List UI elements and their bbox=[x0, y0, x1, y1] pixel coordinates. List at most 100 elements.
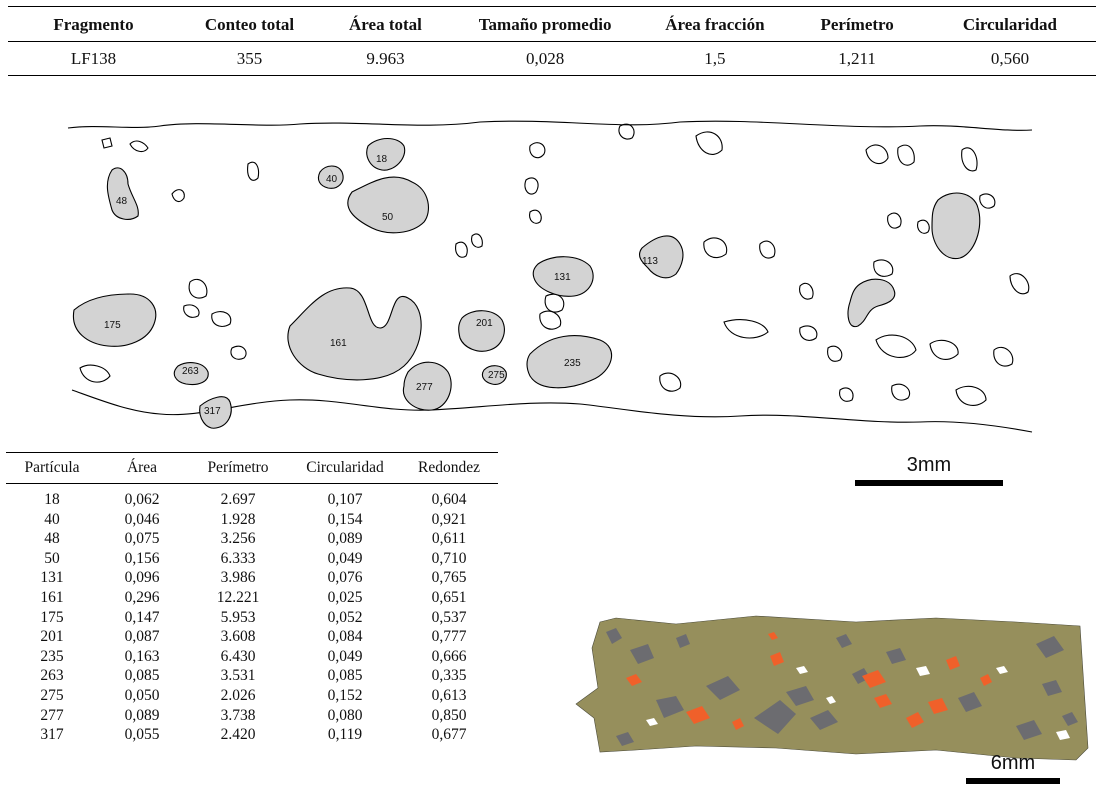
particle-cell: 131 bbox=[40, 569, 64, 587]
particle-cell: 0,611 bbox=[431, 530, 467, 548]
particle-row: 18 0,062 2.697 0,107 0,604 bbox=[6, 484, 498, 510]
particle-outline bbox=[230, 345, 247, 360]
particle-cell: 3.608 bbox=[220, 628, 256, 646]
particle-cell: 0,651 bbox=[431, 588, 467, 606]
summary-cell: 0,028 bbox=[450, 41, 640, 76]
particle-outline bbox=[723, 319, 769, 339]
particle-cell: 0,075 bbox=[124, 530, 160, 548]
particle-outline bbox=[917, 219, 930, 234]
grey-inclusion bbox=[836, 634, 852, 648]
grey-inclusion bbox=[706, 676, 740, 700]
particle-cell: 0,147 bbox=[124, 608, 160, 626]
orange-inclusion bbox=[626, 674, 642, 686]
particle-275 bbox=[481, 365, 507, 385]
particle-outline bbox=[101, 137, 113, 149]
particle-row: 317 0,055 2.420 0,119 0,677 bbox=[6, 725, 498, 745]
orange-inclusion bbox=[946, 656, 960, 670]
particle-outline bbox=[455, 241, 468, 258]
particle-outline bbox=[929, 339, 959, 360]
grey-inclusion bbox=[630, 644, 654, 664]
particle-outline bbox=[703, 237, 728, 259]
particle-cell: 0,052 bbox=[327, 608, 363, 626]
particle-cell: 0,049 bbox=[327, 549, 363, 567]
particle-outline bbox=[539, 310, 562, 330]
particle-cell: 0,087 bbox=[124, 628, 160, 646]
scale-bar-line bbox=[966, 778, 1060, 784]
particle-outline bbox=[524, 177, 539, 195]
particle-cell: 3.531 bbox=[220, 667, 256, 685]
particle-outline-filled bbox=[931, 192, 981, 260]
particle-row: 201 0,087 3.608 0,084 0,777 bbox=[6, 627, 498, 647]
particle-cell: 0,850 bbox=[431, 706, 467, 724]
scale-bar-line bbox=[855, 480, 1003, 486]
particle-cell: 2.697 bbox=[220, 491, 256, 508]
particle-263 bbox=[173, 362, 209, 386]
particle-48 bbox=[106, 167, 139, 220]
particle-label: 113 bbox=[642, 256, 658, 267]
particle-label: 317 bbox=[204, 406, 221, 417]
particle-113 bbox=[639, 235, 684, 279]
scale-bar-6mm: 6mm bbox=[966, 752, 1060, 784]
void bbox=[796, 666, 808, 674]
particle-outline bbox=[887, 212, 902, 229]
grey-inclusion bbox=[786, 686, 814, 706]
summary-header: Perímetro bbox=[790, 6, 924, 42]
particle-label: 201 bbox=[476, 318, 493, 329]
particle-cell: 0,050 bbox=[124, 686, 160, 704]
particle-outline bbox=[695, 131, 723, 155]
summary-header: Fragmento bbox=[8, 6, 179, 42]
particle-cell: 18 bbox=[44, 491, 60, 508]
summary-cell: 355 bbox=[178, 41, 321, 76]
particle-outline bbox=[865, 144, 889, 165]
grey-inclusion bbox=[606, 628, 622, 644]
grey-inclusion bbox=[616, 732, 634, 746]
particle-cell: 0,076 bbox=[327, 569, 363, 587]
particle-cell: 317 bbox=[40, 726, 64, 744]
particle-outline bbox=[955, 385, 987, 406]
particle-row: 263 0,085 3.531 0,085 0,335 bbox=[6, 666, 498, 686]
particle-outline bbox=[827, 345, 843, 362]
summary-table: Fragmento Conteo total Área total Tamaño… bbox=[8, 6, 1096, 76]
particle-outline bbox=[799, 325, 818, 341]
particle-cell: 0,084 bbox=[327, 628, 363, 646]
particle-label: 235 bbox=[564, 358, 581, 369]
particle-outline bbox=[471, 233, 483, 248]
grey-inclusion bbox=[958, 692, 982, 712]
color-micrograph bbox=[575, 615, 1089, 761]
particle-cell: 12.221 bbox=[216, 588, 260, 606]
orange-inclusion bbox=[906, 712, 924, 728]
particle-outline bbox=[799, 282, 814, 300]
particle-cell: 0,296 bbox=[124, 588, 160, 606]
grey-inclusion bbox=[1016, 720, 1042, 740]
scale-bar-3mm: 3mm bbox=[855, 454, 1003, 486]
particle-cell: 0,666 bbox=[431, 647, 467, 665]
particle-outline-figure: 18 40 48 50 131 113 175 161 201 235 263 … bbox=[67, 120, 1033, 433]
particle-cell: 0,677 bbox=[431, 726, 467, 744]
particle-cell: 0,921 bbox=[431, 510, 467, 528]
particle-40 bbox=[317, 165, 344, 189]
particle-outline bbox=[839, 387, 854, 402]
particle-cell: 3.256 bbox=[220, 530, 256, 548]
particle-outline bbox=[247, 161, 260, 181]
particle-header: Perímetro bbox=[186, 452, 290, 484]
particle-cell: 48 bbox=[44, 530, 60, 548]
particle-outline bbox=[897, 144, 915, 166]
particle-row: 48 0,075 3.256 0,089 0,611 bbox=[6, 529, 498, 549]
particle-cell: 0,777 bbox=[431, 628, 467, 646]
orange-inclusion bbox=[768, 632, 778, 640]
particle-cell: 0,163 bbox=[124, 647, 160, 665]
particle-cell: 0,096 bbox=[124, 569, 160, 587]
particle-header-row: Partícula Área Perímetro Circularidad Re… bbox=[6, 452, 498, 484]
particle-outline bbox=[129, 140, 149, 153]
summary-header: Tamaño promedio bbox=[450, 6, 640, 42]
fragment-outline bbox=[67, 120, 1033, 131]
particle-cell: 0,089 bbox=[327, 530, 363, 548]
particle-cell: 6.430 bbox=[220, 647, 256, 665]
particle-outline bbox=[171, 189, 185, 203]
grey-inclusion bbox=[810, 710, 838, 730]
particle-label: 40 bbox=[326, 174, 338, 185]
particle-label: 131 bbox=[554, 272, 571, 283]
particle-outline bbox=[79, 364, 111, 383]
particle-cell: 0,049 bbox=[327, 647, 363, 665]
particle-table: Partícula Área Perímetro Circularidad Re… bbox=[6, 452, 498, 745]
